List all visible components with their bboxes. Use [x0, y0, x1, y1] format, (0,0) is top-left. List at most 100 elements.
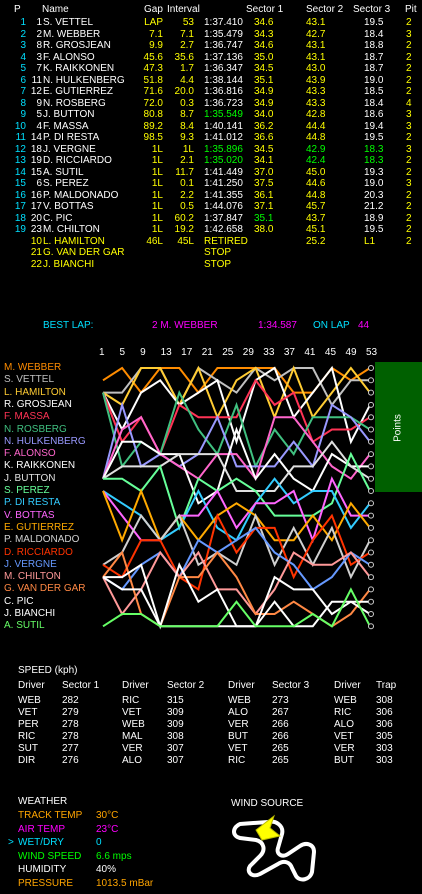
cell-s2: 44.6 [306, 178, 326, 189]
cell-gap: 46L [146, 235, 163, 247]
line-end-marker [368, 377, 374, 384]
cell-time: 1:40.141 [204, 120, 243, 132]
weather-label: WIND SPEED [18, 850, 82, 862]
cell-num: 6 [36, 178, 42, 189]
cell-pit: 3 [406, 109, 412, 120]
cell-s2: 43.9 [306, 74, 326, 86]
chart-driver-name: S. PEREZ [4, 485, 50, 496]
line-end-marker [368, 623, 374, 630]
line-end-marker [368, 401, 374, 408]
x-tick-label: 13 [160, 347, 172, 358]
cell-pit: 2 [406, 189, 412, 201]
cell-p: 15 [14, 178, 26, 189]
cell-pit: 2 [406, 166, 412, 178]
speed-cell: 279 [62, 707, 79, 718]
cell-name: N. ROSBERG [43, 97, 106, 109]
cell-time: 1:36.347 [204, 63, 243, 74]
speed-cell: ALO [334, 719, 355, 730]
cell-num: 21 [30, 247, 42, 258]
cell-interval: 9.3 [180, 132, 194, 143]
driver-position-line [102, 440, 371, 492]
speed-cell: BUT [228, 731, 248, 742]
speed-cell: VET [18, 707, 38, 718]
speed-cell: 278 [62, 719, 79, 730]
cell-p: 10 [14, 120, 26, 132]
cell-gap: 45.6 [143, 51, 163, 63]
cell-s1: 38.0 [254, 224, 274, 235]
speed-header: Driver [228, 680, 255, 691]
cell-p: 12 [14, 143, 26, 155]
cell-pit: 2 [406, 40, 412, 51]
cell-interval: 7.1 [180, 28, 194, 40]
chart-driver-name: V. BOTTAS [4, 509, 55, 521]
driver-position-line [102, 415, 371, 481]
cell-pit: 3 [406, 143, 412, 155]
speed-cell: 282 [62, 695, 79, 706]
cell-num: 2 [36, 28, 42, 40]
cell-s1: 36.2 [254, 120, 274, 132]
cell-time: 1:36.747 [204, 40, 243, 51]
chart-driver-name: M. CHILTON [4, 571, 61, 583]
weather-title: WEATHER [18, 796, 68, 807]
x-tick-label: 25 [222, 347, 234, 358]
cell-p: 1 [20, 17, 26, 28]
cell-s3: 19.5 [364, 132, 384, 143]
speed-header: Sector 2 [167, 680, 205, 691]
chart-driver-name: J. BUTTON [4, 472, 56, 484]
cell-s2: 44.4 [306, 120, 326, 132]
driver-position-line [102, 550, 371, 616]
driver-position-line [102, 365, 371, 446]
cell-s1: 34.1 [254, 155, 274, 166]
speed-cell: WEB [334, 695, 357, 706]
cell-s3: 19.0 [364, 74, 384, 86]
cell-s2: 43.1 [306, 17, 326, 28]
cell-time: 1:38.144 [204, 74, 243, 86]
cell-interval: 20.0 [174, 86, 194, 97]
best-lap-number: 44 [358, 320, 370, 331]
speed-cell: PER [18, 719, 39, 730]
line-end-marker [368, 500, 374, 507]
cell-num: 20 [30, 212, 42, 224]
cell-s1: 36.6 [254, 132, 274, 143]
cell-gap: 89.2 [143, 120, 163, 132]
speed-header: Trap [376, 680, 397, 691]
speed-cell: RIC [228, 755, 246, 766]
chart-driver-name: J. BIANCHI [4, 608, 56, 619]
cell-time: 1:42.658 [204, 224, 243, 235]
x-tick-label: 37 [283, 347, 295, 358]
chart-driver-name: A. SUTIL [4, 620, 45, 632]
cell-num: 17 [30, 201, 42, 212]
cell-pit: 2 [406, 132, 412, 143]
line-end-marker [368, 561, 374, 568]
line-end-marker [368, 475, 374, 482]
cell-p: 4 [20, 51, 26, 63]
cell-p: 16 [14, 189, 26, 201]
cell-pit: 4 [406, 97, 412, 109]
x-tick-label: 9 [140, 347, 146, 358]
cell-interval: 0.5 [180, 201, 194, 212]
cell-num: 7 [36, 63, 42, 74]
cell-pit: 3 [406, 178, 412, 189]
cell-interval: 0.1 [180, 178, 194, 189]
cell-num: 4 [36, 120, 42, 132]
cell-p: 8 [20, 97, 26, 109]
chart-driver-name: F. ALONSO [4, 448, 56, 460]
chart-driver-name: C. PIC [4, 595, 34, 607]
cell-interval: 45L [177, 235, 194, 247]
speed-cell: WEB [18, 695, 41, 706]
driver-position-line [102, 488, 371, 543]
cell-s3: 18.5 [364, 86, 384, 97]
cell-num: 14 [30, 132, 42, 143]
cell-num: 3 [36, 51, 42, 63]
cell-interval: 53 [182, 17, 194, 28]
speed-cell: 307 [167, 743, 184, 754]
cell-gap: 72.0 [143, 97, 163, 109]
cell-interval: 1.7 [180, 63, 194, 74]
chart-driver-name: N. HULKENBERG [4, 435, 86, 447]
cell-pit: 3 [406, 120, 412, 132]
speed-cell: WEB [122, 719, 145, 730]
speed-cell: 309 [167, 707, 184, 718]
speed-header: Sector 3 [272, 680, 310, 691]
chart-driver-name: J. VERGNE [4, 558, 57, 570]
line-end-marker [368, 574, 374, 581]
